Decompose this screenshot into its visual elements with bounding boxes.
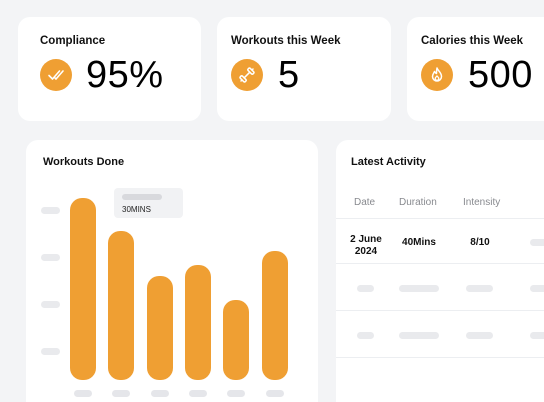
y-axis-label-placeholder [41,348,60,355]
x-axis-label-placeholder [227,390,245,397]
row-placeholder [530,285,544,292]
row-placeholder [466,332,493,339]
compliance-card: Compliance 95% [18,17,201,121]
workouts-week-title: Workouts this Week [231,35,341,47]
workouts-week-value: 5 [278,54,300,96]
row-placeholder [357,332,374,339]
double-check-icon [40,59,72,91]
x-axis-label-placeholder [189,390,207,397]
flame-icon [421,59,453,91]
table-divider [336,218,544,219]
compliance-value: 95% [86,54,164,96]
chart-bar[interactable] [262,251,288,380]
table-divider [336,263,544,264]
x-axis-label-placeholder [74,390,92,397]
activity-duration: 40Mins [402,237,436,248]
row-placeholder [466,285,493,292]
x-axis-label-placeholder [151,390,169,397]
chart-bar[interactable] [70,198,96,380]
y-axis-label-placeholder [41,207,60,214]
chart-bar[interactable] [223,300,249,380]
calories-week-value: 500 [468,54,533,96]
table-divider [336,357,544,358]
row-placeholder [399,332,439,339]
tooltip-value: 30MINS [122,205,151,214]
chart-bar[interactable] [185,265,211,380]
chart-bar[interactable] [108,231,134,380]
chart-bar[interactable] [147,276,173,380]
y-axis-label-placeholder [41,254,60,261]
bar-tooltip: 30MINS [114,188,183,218]
column-header-date: Date [354,197,376,208]
row-placeholder [399,285,439,292]
calories-week-card: Calories this Week 500 [407,17,544,121]
compliance-title: Compliance [40,35,106,47]
latest-activity-card [336,140,544,402]
activity-date: 2 June 2024 [350,234,382,257]
y-axis-label-placeholder [41,301,60,308]
latest-activity-title: Latest Activity [351,156,426,168]
row-placeholder [530,239,544,246]
dumbbell-icon [231,59,263,91]
table-divider [336,310,544,311]
column-header-duration: Duration [399,197,437,208]
tooltip-label-placeholder [122,194,162,200]
x-axis-label-placeholder [266,390,284,397]
calories-week-title: Calories this Week [421,35,524,47]
x-axis-label-placeholder [112,390,130,397]
activity-intensity: 8/10 [470,237,490,248]
column-header-intensity: Intensity [463,197,501,208]
row-placeholder [530,332,544,339]
workouts-week-card: Workouts this Week 5 [217,17,391,121]
row-placeholder [357,285,374,292]
workouts-done-title: Workouts Done [43,156,125,168]
